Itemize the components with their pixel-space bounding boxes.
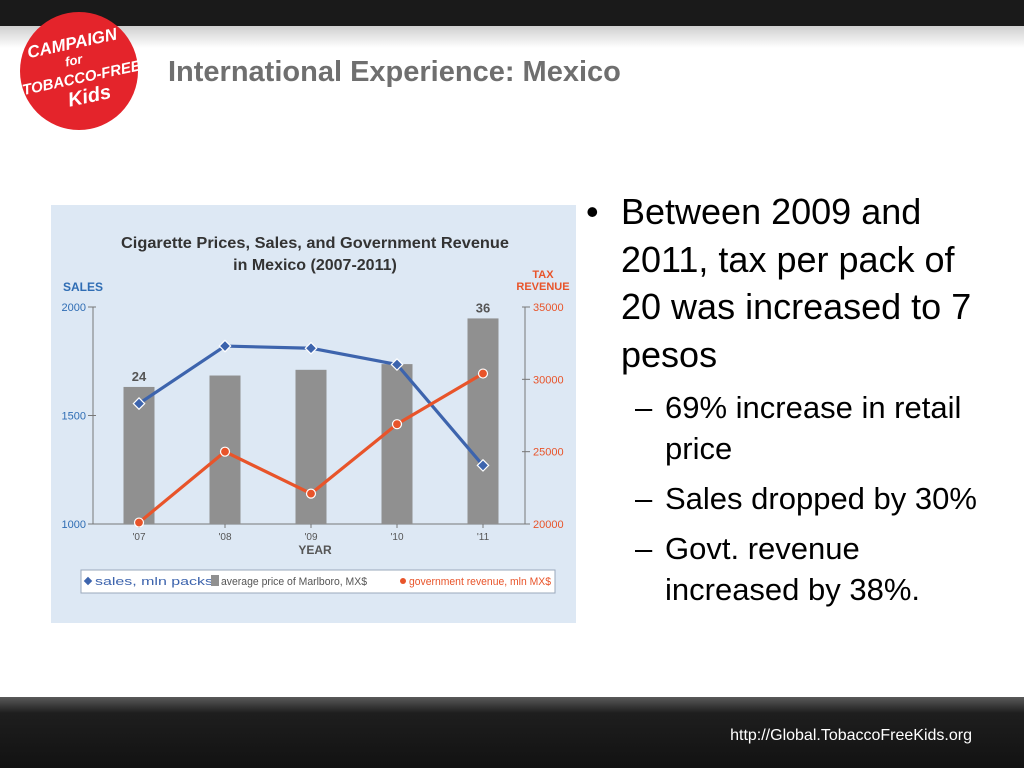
left-tick-label: 1500 xyxy=(62,411,86,423)
chart-title: Cigarette Prices, Sales, and Government … xyxy=(121,235,509,252)
right-axis-label: TAX xyxy=(532,269,554,281)
sales-point xyxy=(476,458,490,472)
dash-icon: – xyxy=(635,531,653,566)
sales-point xyxy=(390,357,404,372)
x-tick-label: '08 xyxy=(218,532,231,543)
chart-svg: Cigarette Prices, Sales, and Government … xyxy=(62,235,570,594)
right-tick-label: 30000 xyxy=(533,374,564,386)
sales-point xyxy=(218,339,232,353)
legend-sales-label: sales, mln packs xyxy=(95,576,214,588)
sales-point xyxy=(132,397,146,411)
bullet-main: • Between 2009 and 2011, tax per pack of… xyxy=(586,188,996,378)
revenue-point xyxy=(305,488,317,499)
sub-bullet: – Sales dropped by 30% xyxy=(586,478,996,519)
chart-panel: Cigarette Prices, Sales, and Government … xyxy=(51,205,576,623)
x-tick-label: '07 xyxy=(132,532,145,543)
chart-title: in Mexico (2007-2011) xyxy=(233,257,397,274)
right-tick-label: 20000 xyxy=(533,519,564,531)
slide-title: International Experience: Mexico xyxy=(168,56,621,88)
revenue-point xyxy=(219,446,231,457)
sub-bullet-text: 69% increase in retail price xyxy=(665,390,962,466)
left-tick-label: 1000 xyxy=(62,519,86,531)
campaign-logo: CAMPAIGN for TOBACCO-FREE Kids xyxy=(20,12,140,130)
x-tick-label: '10 xyxy=(390,532,403,543)
top-gradient xyxy=(0,26,1024,48)
svg-text:for: for xyxy=(64,51,85,69)
top-band xyxy=(0,0,1024,26)
footer-url[interactable]: http://Global.TobaccoFreeKids.org xyxy=(730,727,972,744)
sub-bullet: – Govt. revenue increased by 38%. xyxy=(586,528,996,610)
revenue-point xyxy=(133,517,145,528)
legend-revenue-marker xyxy=(400,578,406,584)
bar-label: 24 xyxy=(132,369,147,384)
revenue-point xyxy=(477,368,489,379)
legend-box xyxy=(80,569,556,594)
right-tick-label: 25000 xyxy=(533,447,564,459)
price-bar xyxy=(295,369,327,524)
revenue-point xyxy=(391,419,403,430)
sub-bullet: – 69% increase in retail price xyxy=(586,387,996,469)
left-axis-label: SALES xyxy=(63,280,103,294)
price-bar xyxy=(381,364,413,524)
logo-circle xyxy=(20,12,138,130)
sub-bullet-text: Sales dropped by 30% xyxy=(665,481,977,516)
legend-price-label: average price of Marlboro, MX$ xyxy=(221,576,367,588)
legend-revenue-label: government revenue, mln MX$ xyxy=(409,576,551,588)
dash-icon: – xyxy=(635,390,653,425)
bullet-main-text: Between 2009 and 2011, tax per pack of 2… xyxy=(621,191,972,375)
dash-icon: – xyxy=(635,481,653,516)
x-tick-label: '11 xyxy=(477,532,490,543)
x-tick-label: '09 xyxy=(304,532,317,543)
bullet-dot-icon: • xyxy=(586,191,599,232)
right-tick-label: 35000 xyxy=(533,302,564,314)
right-axis-label: REVENUE xyxy=(516,281,569,293)
bullet-list: • Between 2009 and 2011, tax per pack of… xyxy=(586,188,996,610)
x-axis-title: YEAR xyxy=(298,543,332,557)
footer-band xyxy=(0,697,1024,768)
sub-bullet-text: Govt. revenue increased by 38%. xyxy=(665,531,921,607)
bar-label: 36 xyxy=(476,300,490,315)
left-tick-label: 2000 xyxy=(62,302,86,314)
price-bar xyxy=(467,318,499,524)
sales-point xyxy=(304,341,318,355)
legend-price-marker xyxy=(211,575,219,586)
